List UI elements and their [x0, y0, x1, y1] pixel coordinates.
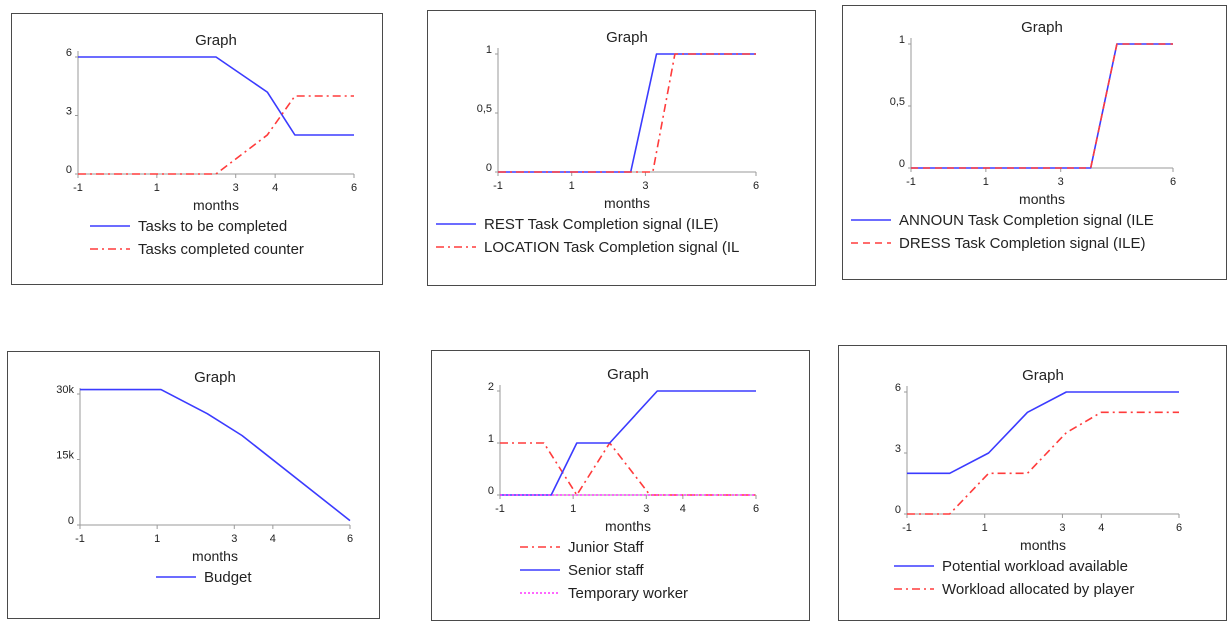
x-tick-label: 1 [982, 522, 988, 534]
chart-svg: Graph 0 0,5 1 -1 1 3 6 months REST Task Completio… [436, 29, 759, 256]
x-tick-label: 1 [154, 182, 160, 194]
y-tick-label: 3 [66, 106, 72, 118]
y-tick-label: 0,5 [890, 96, 905, 108]
legend-label: Budget [204, 569, 252, 586]
chart-title: Graph [1021, 19, 1063, 36]
chart-svg: Graph 0 3 6 -1 1 3 4 6 months Tasks to be complete… [66, 32, 357, 258]
x-tick-label: 1 [983, 176, 989, 188]
chart-svg: Graph 0 0,5 1 -1 1 3 6 months ANNOUN Task Complet… [851, 19, 1176, 252]
x-tick-label: 6 [351, 182, 357, 194]
x-tick-label: 6 [1170, 176, 1176, 188]
x-tick-label: -1 [493, 180, 503, 192]
x-tick-label: -1 [75, 533, 85, 545]
x-tick-label: 1 [154, 533, 160, 545]
legend-label: Junior Staff [568, 539, 644, 556]
chart-panel-tasks: Graph 0 3 6 -1 1 3 4 6 months Tasks to be complete… [11, 13, 383, 285]
x-tick-label: 6 [753, 503, 759, 515]
y-tick-label: 0 [66, 164, 72, 176]
series-line-0 [80, 388, 351, 522]
y-tick-label: 0 [895, 504, 901, 516]
chart-title: Graph [607, 366, 649, 383]
legend-label: Tasks completed counter [138, 241, 304, 258]
series-line-1 [498, 53, 756, 173]
chart-panel-staff: Graph 0 1 2 -1 1 3 4 6 months Junior Staff Senior s… [431, 350, 810, 621]
x-tick-label: 3 [1058, 176, 1064, 188]
x-tick-label: -1 [73, 182, 83, 194]
x-tick-label: 1 [570, 503, 576, 515]
y-tick-label: 6 [66, 47, 72, 59]
y-tick-label: 1 [488, 433, 494, 445]
chart-svg: Graph 0 1 2 -1 1 3 4 6 months Junior Staff Senior s… [488, 366, 759, 602]
chart-title: Graph [194, 369, 236, 386]
y-tick-label: 30k [56, 384, 74, 396]
series-line-0 [500, 442, 756, 496]
x-tick-label: 6 [347, 533, 353, 545]
x-axis-label: months [193, 197, 239, 213]
x-tick-label: 4 [680, 503, 686, 515]
x-axis-label: months [605, 518, 651, 534]
x-tick-label: 4 [272, 182, 278, 194]
legend-label: Tasks to be completed [138, 218, 287, 235]
x-tick-label: 3 [1059, 522, 1065, 534]
x-tick-label: 6 [753, 180, 759, 192]
legend-label: REST Task Completion signal (ILE) [484, 216, 719, 233]
x-tick-label: 3 [233, 182, 239, 194]
series-line-1 [907, 411, 1179, 515]
legend-label: DRESS Task Completion signal (ILE) [899, 235, 1146, 252]
series-line-1 [78, 95, 354, 175]
x-tick-label: -1 [906, 176, 916, 188]
series-line-1 [911, 43, 1173, 169]
series-line-0 [498, 53, 756, 173]
series-line-0 [78, 56, 354, 136]
x-tick-label: -1 [495, 503, 505, 515]
chart-svg: Graph 0 3 6 -1 1 3 4 6 months Potential workload a… [894, 367, 1182, 598]
x-tick-label: -1 [902, 522, 912, 534]
x-tick-label: 4 [270, 533, 276, 545]
series-line-0 [911, 43, 1173, 169]
chart-title: Graph [1022, 367, 1064, 384]
x-axis-label: months [1019, 191, 1065, 207]
x-tick-label: 6 [1176, 522, 1182, 534]
y-tick-label: 2 [488, 381, 494, 393]
chart-panel-task-completion-announ-dress: Graph 0 0,5 1 -1 1 3 6 months ANNOUN Task Complet… [842, 5, 1227, 280]
chart-panel-workload: Graph 0 3 6 -1 1 3 4 6 months Potential workload a… [838, 345, 1227, 621]
x-tick-label: 3 [231, 533, 237, 545]
legend-label: ANNOUN Task Completion signal (ILE [899, 212, 1154, 229]
y-tick-label: 0 [899, 158, 905, 170]
series-line-1 [500, 390, 756, 496]
x-axis-label: months [1020, 537, 1066, 553]
y-tick-label: 0 [486, 162, 492, 174]
legend-label: LOCATION Task Completion signal (IL [484, 239, 739, 256]
series-line-0 [907, 391, 1179, 475]
x-tick-label: 1 [569, 180, 575, 192]
legend-label: Temporary worker [568, 585, 688, 602]
chart-title: Graph [195, 32, 237, 49]
x-tick-label: 3 [643, 503, 649, 515]
x-axis-label: months [604, 195, 650, 211]
y-tick-label: 0 [488, 485, 494, 497]
y-tick-label: 1 [899, 34, 905, 46]
x-axis-label: months [192, 548, 238, 564]
chart-panel-budget: Graph 0 15k 30k -1 1 3 4 6 months Budget [7, 351, 380, 619]
chart-title: Graph [606, 29, 648, 46]
y-tick-label: 15k [56, 450, 74, 462]
legend-label: Senior staff [568, 562, 644, 579]
chart-panel-task-completion-rest-location: Graph 0 0,5 1 -1 1 3 6 months REST Task Completio… [427, 10, 816, 286]
y-tick-label: 3 [895, 443, 901, 455]
y-tick-label: 6 [895, 382, 901, 394]
x-tick-label: 3 [642, 180, 648, 192]
y-tick-label: 1 [486, 44, 492, 56]
legend-label: Workload allocated by player [942, 581, 1134, 598]
y-tick-label: 0,5 [477, 103, 492, 115]
legend-label: Potential workload available [942, 558, 1128, 575]
y-tick-label: 0 [68, 515, 74, 527]
x-tick-label: 4 [1098, 522, 1104, 534]
chart-svg: Graph 0 15k 30k -1 1 3 4 6 months Budget [56, 369, 353, 586]
